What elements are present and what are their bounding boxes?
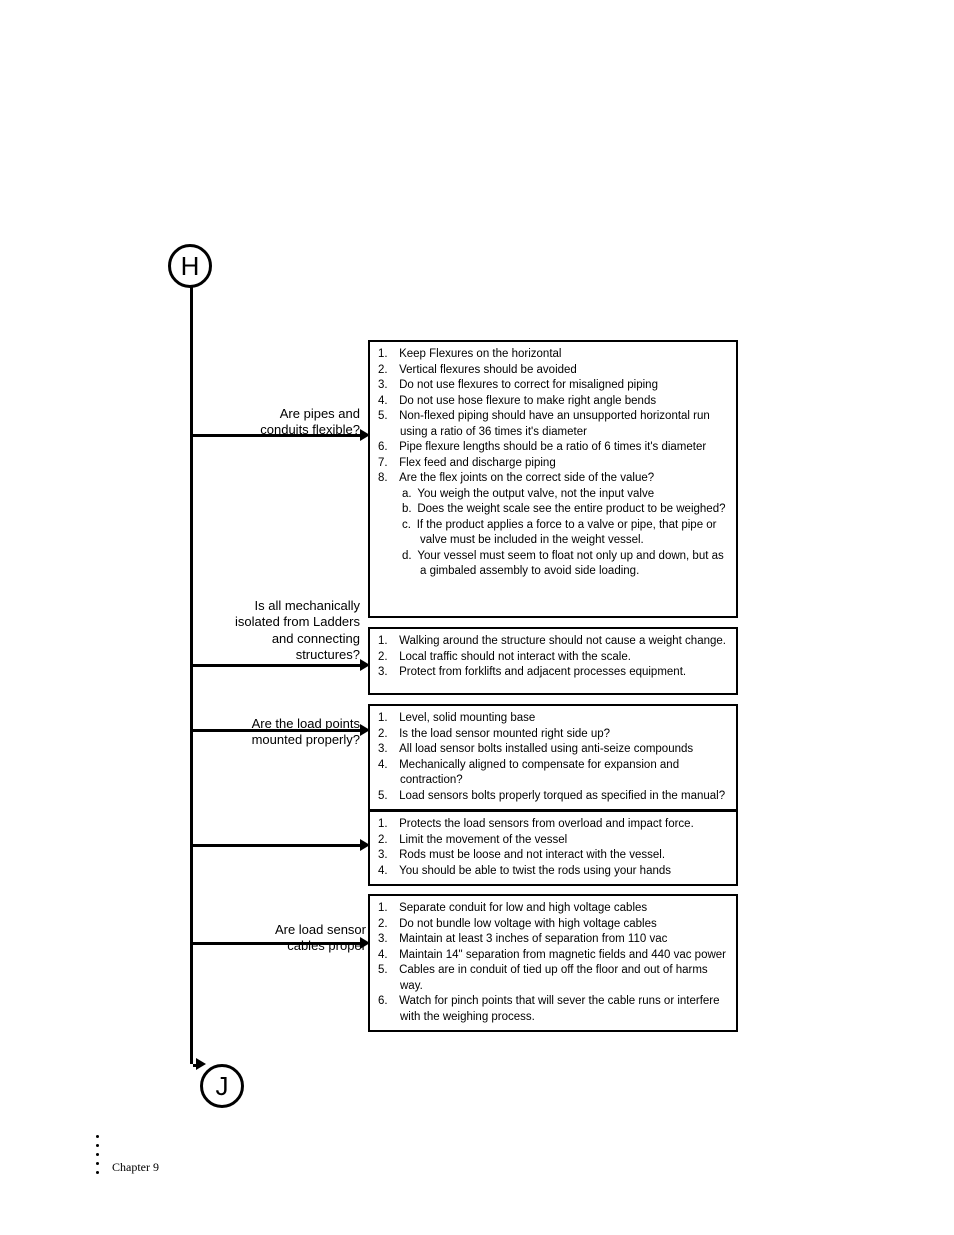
footer-text: Chapter 9 [112, 1160, 159, 1175]
list-item: 4. Maintain 14" separation from magnetic… [378, 948, 728, 964]
page: H Are pipes and conduits flexible?1. Kee… [0, 0, 954, 1235]
list-item: 7. Flex feed and discharge piping [378, 456, 728, 472]
list-item: 6. Watch for pinch points that will seve… [378, 994, 728, 1025]
list-item: 8. Are the flex joints on the correct si… [378, 471, 728, 487]
sub-list-item: c. If the product applies a force to a v… [378, 518, 728, 549]
question-label: Are the load points mounted properly? [220, 716, 360, 749]
list-item: 4. You should be able to twist the rods … [378, 864, 728, 880]
branch-connector [193, 844, 366, 847]
sub-list-item: b. Does the weight scale see the entire … [378, 502, 728, 518]
footer-dots [96, 1135, 99, 1174]
sub-list-item: d. Your vessel must seem to float not on… [378, 549, 728, 580]
list-item: 2. Limit the movement of the vessel [378, 833, 728, 849]
flowchart: H Are pipes and conduits flexible?1. Kee… [160, 244, 760, 1114]
content-box: 1. Protects the load sensors from overlo… [368, 810, 738, 886]
list-item: 2. Is the load sensor mounted right side… [378, 727, 728, 743]
list-item: 3. All load sensor bolts installed using… [378, 742, 728, 758]
branch-connector [193, 664, 366, 667]
list-item: 6. Pipe flexure lengths should be a rati… [378, 440, 728, 456]
list-item: 4. Do not use hose flexure to make right… [378, 394, 728, 410]
question-label: Are load sensor cables proper [246, 922, 366, 955]
content-box: 1. Level, solid mounting base2. Is the l… [368, 704, 738, 811]
list-item: 1. Level, solid mounting base [378, 711, 728, 727]
connector-end-circle: J [200, 1064, 244, 1108]
list-item: 1. Keep Flexures on the horizontal [378, 347, 728, 363]
content-box: 1. Walking around the structure should n… [368, 627, 738, 695]
question-label: Is all mechanically isolated from Ladder… [220, 598, 360, 663]
list-item: 5. Non-flexed piping should have an unsu… [378, 409, 728, 440]
list-item: 3. Rods must be loose and not interact w… [378, 848, 728, 864]
list-item: 1. Separate conduit for low and high vol… [378, 901, 728, 917]
list-item: 1. Walking around the structure should n… [378, 634, 728, 650]
end-arrow-icon [196, 1058, 206, 1070]
main-vertical-line [190, 284, 193, 1064]
content-box: 1. Keep Flexures on the horizontal2. Ver… [368, 340, 738, 618]
list-item: 3. Protect from forklifts and adjacent p… [378, 665, 728, 681]
list-item: 3. Maintain at least 3 inches of separat… [378, 932, 728, 948]
connector-end-label: J [216, 1071, 229, 1102]
list-item: 2. Do not bundle low voltage with high v… [378, 917, 728, 933]
list-item: 3. Do not use flexures to correct for mi… [378, 378, 728, 394]
list-item: 2. Local traffic should not interact wit… [378, 650, 728, 666]
list-item: 5. Cables are in conduit of tied up off … [378, 963, 728, 994]
sub-list-item: a. You weigh the output valve, not the i… [378, 487, 728, 503]
list-item: 4. Mechanically aligned to compensate fo… [378, 758, 728, 789]
list-item: 2. Vertical flexures should be avoided [378, 363, 728, 379]
connector-start-label: H [181, 251, 200, 282]
connector-start-circle: H [168, 244, 212, 288]
list-item: 1. Protects the load sensors from overlo… [378, 817, 728, 833]
content-box: 1. Separate conduit for low and high vol… [368, 894, 738, 1032]
question-label: Are pipes and conduits flexible? [240, 406, 360, 439]
list-item: 5. Load sensors bolts properly torqued a… [378, 789, 728, 805]
